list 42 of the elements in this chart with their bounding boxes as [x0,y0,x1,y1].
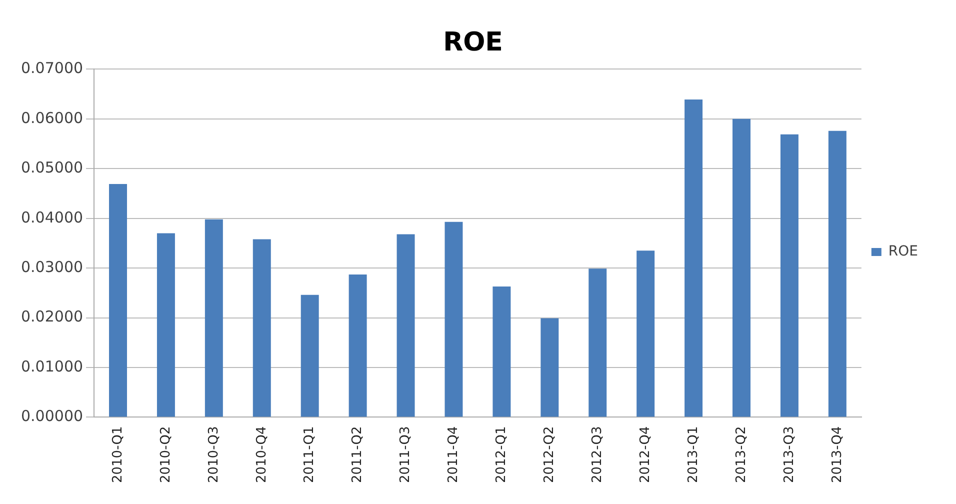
bar [444,222,463,417]
x-tick-label: 2011-Q3 [398,426,414,484]
chart-title: ROE [443,27,503,58]
x-tick-label: 2012-Q4 [638,426,653,484]
bar [684,100,703,417]
bar [204,219,223,417]
x-tick-label: 2010-Q1 [110,426,126,484]
bar [636,250,655,417]
x-tick-label: 2012-Q2 [542,426,558,484]
bar [300,294,319,417]
x-tick-label: 2012-Q1 [494,426,510,484]
bar [492,286,511,417]
y-tick-label: 0.03000 [21,258,84,276]
y-tick-label: 0.05000 [21,158,84,177]
y-tick-label: 0.01000 [21,357,84,376]
y-tick-label: 0.07000 [21,59,84,78]
x-tick-label: 2012-Q3 [590,426,605,484]
bar [396,234,415,417]
y-tick-label: 0.06000 [21,108,84,127]
bar [588,268,607,417]
legend-label: ROE [888,244,918,260]
y-tick-label: 0.00000 [21,407,84,426]
x-tick-label: 2011-Q1 [302,426,318,484]
bar [780,134,798,417]
x-tick-label: 2011-Q4 [446,426,462,484]
bar [348,274,367,417]
x-tick-label: 2013-Q1 [686,426,701,484]
y-tick-label: 0.02000 [21,308,84,326]
y-tick-label: 0.04000 [21,208,84,226]
x-tick-label: 2013-Q4 [830,426,845,484]
x-tick-label: 2010-Q3 [206,426,222,484]
bar [540,318,559,417]
x-tick-label: 2010-Q4 [254,426,270,484]
x-tick-label: 2013-Q3 [782,426,797,484]
bar [156,233,175,417]
x-tick-label: 2013-Q2 [734,426,749,484]
bar [109,184,127,417]
x-tick-label: 2011-Q2 [350,426,366,484]
x-tick-label: 2010-Q2 [158,426,174,484]
bar [732,118,750,417]
bar [252,239,271,417]
bar [828,130,846,417]
